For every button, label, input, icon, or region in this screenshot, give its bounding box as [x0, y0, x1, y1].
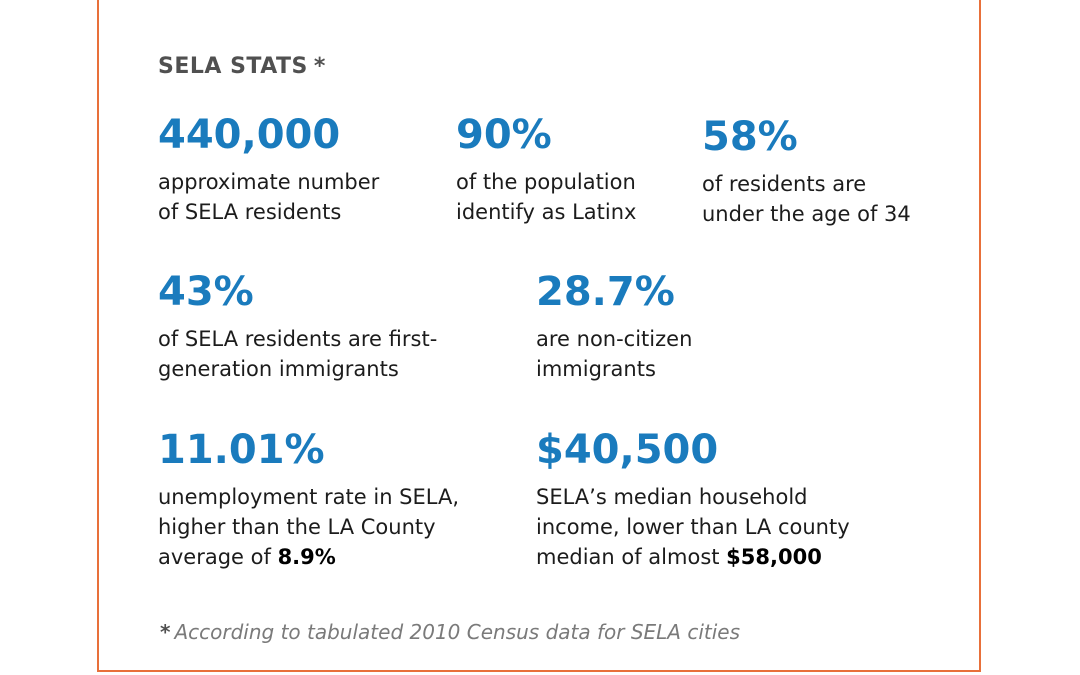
stat-description: approximate number of SELA residents [158, 167, 379, 227]
footnote-text: According to tabulated 2010 Census data … [174, 620, 741, 644]
stat-description-text: median of almost [536, 545, 727, 569]
stat-value: 440,000 [158, 112, 341, 158]
stat-latinx: 90% of the population identify as Latinx [456, 113, 636, 227]
stat-description-line: under the age of 34 [702, 202, 911, 226]
stat-description: unemployment rate in SELA, higher than t… [158, 482, 459, 572]
stat-value: 90% [456, 112, 552, 158]
stat-highlight: 8.9% [277, 545, 336, 569]
stat-description: of residents are under the age of 34 [702, 169, 911, 229]
stat-description-line: identify as Latinx [456, 200, 637, 224]
stat-description: are non-citizen immigrants [536, 324, 692, 384]
stat-value: 11.01% [158, 427, 325, 473]
stat-description-line: income, lower than LA county [536, 515, 850, 539]
stat-value: 58% [702, 114, 798, 160]
stat-unemployment: 11.01% unemployment rate in SELA, higher… [158, 428, 459, 572]
stat-description-line: are non-citizen [536, 327, 693, 351]
stat-median-income: $40,500 SELA’s median household income, … [536, 428, 850, 572]
stat-highlight: $58,000 [726, 545, 822, 569]
heading-title: SELA STATS [158, 54, 308, 79]
stat-description-text: average of [158, 545, 278, 569]
stat-description-line: of the population [456, 170, 636, 194]
stat-non-citizen: 28.7% are non-citizen immigrants [536, 270, 692, 384]
stat-first-gen-immigrants: 43% of SELA residents are first- generat… [158, 270, 437, 384]
stat-description: SELA’s median household income, lower th… [536, 482, 850, 572]
heading-asterisk: * [313, 54, 326, 79]
stat-value: 43% [158, 269, 254, 315]
section-heading: SELA STATS * [158, 54, 326, 79]
stat-value: $40,500 [536, 427, 719, 473]
stat-description-line: approximate number [158, 170, 380, 194]
footnote-asterisk: * [160, 620, 171, 644]
stat-value: 28.7% [536, 269, 675, 315]
stat-residents: 440,000 approximate number of SELA resid… [158, 113, 379, 227]
stat-description-line: of SELA residents [158, 200, 342, 224]
footnote: * According to tabulated 2010 Census data… [160, 620, 740, 644]
stat-description: of SELA residents are first- generation … [158, 324, 437, 384]
stat-description-line: immigrants [536, 357, 656, 381]
stat-description-line: SELA’s median household [536, 485, 808, 509]
stat-description-line: generation immigrants [158, 357, 399, 381]
stat-description-line: median of almost $58,000 [536, 542, 850, 572]
stat-under-34: 58% of residents are under the age of 34 [702, 115, 911, 229]
stat-description-line: of residents are [702, 172, 867, 196]
stat-description-line: of SELA residents are first- [158, 327, 438, 351]
stat-description: of the population identify as Latinx [456, 167, 636, 227]
stat-description-line: unemployment rate in SELA, [158, 485, 460, 509]
stat-description-line: higher than the LA County [158, 515, 436, 539]
stat-description-line: average of 8.9% [158, 542, 459, 572]
stats-card [97, 0, 981, 672]
